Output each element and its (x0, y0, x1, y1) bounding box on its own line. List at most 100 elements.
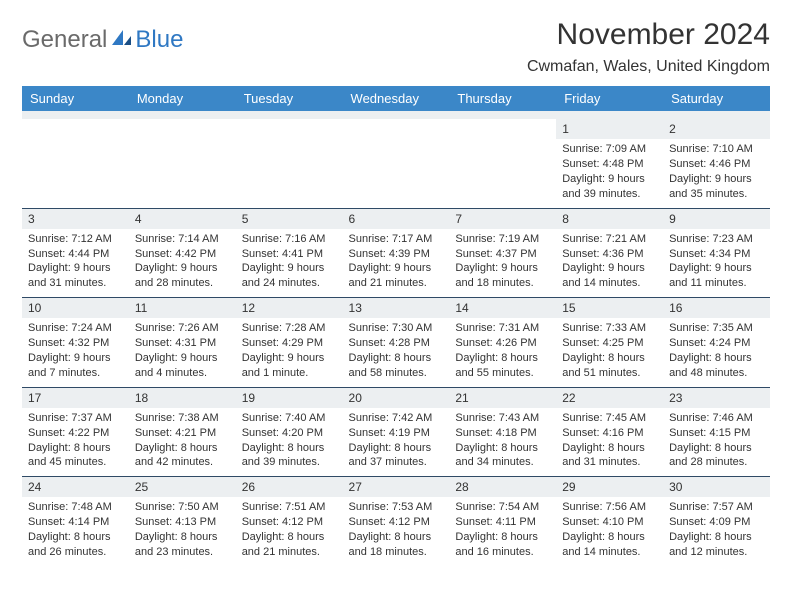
sunrise-text: Sunrise: 7:14 AM (135, 232, 230, 247)
day-number: 13 (343, 298, 450, 318)
sunset-text: Sunset: 4:22 PM (28, 426, 123, 441)
calendar-day: 5Sunrise: 7:16 AMSunset: 4:41 PMDaylight… (236, 209, 343, 298)
daylight-text: Daylight: 8 hours and 39 minutes. (242, 441, 337, 471)
sunrise-text: Sunrise: 7:50 AM (135, 500, 230, 515)
daylight-text: Daylight: 8 hours and 18 minutes. (349, 530, 444, 560)
day-number: 3 (22, 209, 129, 229)
daylight-text: Daylight: 9 hours and 11 minutes. (669, 261, 764, 291)
daylight-text: Daylight: 9 hours and 28 minutes. (135, 261, 230, 291)
day-number: 4 (129, 209, 236, 229)
sunset-text: Sunset: 4:12 PM (242, 515, 337, 530)
sunset-text: Sunset: 4:32 PM (28, 336, 123, 351)
sunrise-text: Sunrise: 7:57 AM (669, 500, 764, 515)
sunset-text: Sunset: 4:21 PM (135, 426, 230, 441)
sunset-text: Sunset: 4:42 PM (135, 247, 230, 262)
sunrise-text: Sunrise: 7:17 AM (349, 232, 444, 247)
location: Cwmafan, Wales, United Kingdom (527, 58, 770, 76)
day-number: 8 (556, 209, 663, 229)
sunrise-text: Sunrise: 7:54 AM (455, 500, 550, 515)
sunrise-text: Sunrise: 7:24 AM (28, 321, 123, 336)
daylight-text: Daylight: 8 hours and 51 minutes. (562, 351, 657, 381)
calendar-day: 20Sunrise: 7:42 AMSunset: 4:19 PMDayligh… (343, 388, 450, 477)
weekday-row: SundayMondayTuesdayWednesdayThursdayFrid… (22, 86, 770, 111)
daylight-text: Daylight: 9 hours and 7 minutes. (28, 351, 123, 381)
sunset-text: Sunset: 4:20 PM (242, 426, 337, 441)
header-band (22, 111, 770, 119)
calendar-week: 3Sunrise: 7:12 AMSunset: 4:44 PMDaylight… (22, 209, 770, 298)
day-number: 21 (449, 388, 556, 408)
sunset-text: Sunset: 4:12 PM (349, 515, 444, 530)
sunrise-text: Sunrise: 7:19 AM (455, 232, 550, 247)
day-number: 29 (556, 477, 663, 497)
daylight-text: Daylight: 8 hours and 48 minutes. (669, 351, 764, 381)
day-number: 23 (663, 388, 770, 408)
sunrise-text: Sunrise: 7:56 AM (562, 500, 657, 515)
sunrise-text: Sunrise: 7:16 AM (242, 232, 337, 247)
calendar-day: 15Sunrise: 7:33 AMSunset: 4:25 PMDayligh… (556, 298, 663, 387)
calendar-day: 30Sunrise: 7:57 AMSunset: 4:09 PMDayligh… (663, 477, 770, 566)
calendar-day: 17Sunrise: 7:37 AMSunset: 4:22 PMDayligh… (22, 388, 129, 477)
day-number: 19 (236, 388, 343, 408)
weekday-header: Tuesday (236, 86, 343, 111)
calendar-day: 14Sunrise: 7:31 AMSunset: 4:26 PMDayligh… (449, 298, 556, 387)
sunrise-text: Sunrise: 7:51 AM (242, 500, 337, 515)
sunrise-text: Sunrise: 7:38 AM (135, 411, 230, 426)
sunrise-text: Sunrise: 7:10 AM (669, 142, 764, 157)
calendar-week: 24Sunrise: 7:48 AMSunset: 4:14 PMDayligh… (22, 477, 770, 566)
day-number: 18 (129, 388, 236, 408)
calendar-day: 22Sunrise: 7:45 AMSunset: 4:16 PMDayligh… (556, 388, 663, 477)
sunrise-text: Sunrise: 7:40 AM (242, 411, 337, 426)
sunrise-text: Sunrise: 7:09 AM (562, 142, 657, 157)
calendar-day: 18Sunrise: 7:38 AMSunset: 4:21 PMDayligh… (129, 388, 236, 477)
day-number: 22 (556, 388, 663, 408)
weekday-header: Monday (129, 86, 236, 111)
daylight-text: Daylight: 8 hours and 12 minutes. (669, 530, 764, 560)
daylight-text: Daylight: 9 hours and 39 minutes. (562, 172, 657, 202)
daylight-text: Daylight: 8 hours and 55 minutes. (455, 351, 550, 381)
calendar-day-empty (22, 119, 129, 208)
sunset-text: Sunset: 4:11 PM (455, 515, 550, 530)
sunset-text: Sunset: 4:28 PM (349, 336, 444, 351)
day-number: 17 (22, 388, 129, 408)
calendar-day: 23Sunrise: 7:46 AMSunset: 4:15 PMDayligh… (663, 388, 770, 477)
title-block: November 2024 Cwmafan, Wales, United Kin… (527, 18, 770, 76)
day-number: 10 (22, 298, 129, 318)
month-title: November 2024 (527, 18, 770, 52)
calendar-body: 1Sunrise: 7:09 AMSunset: 4:48 PMDaylight… (22, 111, 770, 566)
daylight-text: Daylight: 9 hours and 14 minutes. (562, 261, 657, 291)
calendar-day-empty (343, 119, 450, 208)
calendar-day: 9Sunrise: 7:23 AMSunset: 4:34 PMDaylight… (663, 209, 770, 298)
sunset-text: Sunset: 4:24 PM (669, 336, 764, 351)
sunset-text: Sunset: 4:29 PM (242, 336, 337, 351)
sunset-text: Sunset: 4:39 PM (349, 247, 444, 262)
calendar-day: 12Sunrise: 7:28 AMSunset: 4:29 PMDayligh… (236, 298, 343, 387)
sunrise-text: Sunrise: 7:35 AM (669, 321, 764, 336)
day-number: 9 (663, 209, 770, 229)
sunrise-text: Sunrise: 7:43 AM (455, 411, 550, 426)
day-number: 7 (449, 209, 556, 229)
sunset-text: Sunset: 4:48 PM (562, 157, 657, 172)
sunrise-text: Sunrise: 7:53 AM (349, 500, 444, 515)
calendar-day: 29Sunrise: 7:56 AMSunset: 4:10 PMDayligh… (556, 477, 663, 566)
calendar-day: 24Sunrise: 7:48 AMSunset: 4:14 PMDayligh… (22, 477, 129, 566)
sunset-text: Sunset: 4:36 PM (562, 247, 657, 262)
day-number: 25 (129, 477, 236, 497)
calendar-day: 16Sunrise: 7:35 AMSunset: 4:24 PMDayligh… (663, 298, 770, 387)
calendar-week: 10Sunrise: 7:24 AMSunset: 4:32 PMDayligh… (22, 298, 770, 387)
weekday-header: Thursday (449, 86, 556, 111)
sunrise-text: Sunrise: 7:31 AM (455, 321, 550, 336)
sunset-text: Sunset: 4:10 PM (562, 515, 657, 530)
sunset-text: Sunset: 4:18 PM (455, 426, 550, 441)
calendar-head: SundayMondayTuesdayWednesdayThursdayFrid… (22, 86, 770, 111)
day-number: 24 (22, 477, 129, 497)
daylight-text: Daylight: 8 hours and 31 minutes. (562, 441, 657, 471)
weekday-header: Wednesday (343, 86, 450, 111)
sunset-text: Sunset: 4:26 PM (455, 336, 550, 351)
sunrise-text: Sunrise: 7:21 AM (562, 232, 657, 247)
daylight-text: Daylight: 9 hours and 1 minute. (242, 351, 337, 381)
calendar-day: 2Sunrise: 7:10 AMSunset: 4:46 PMDaylight… (663, 119, 770, 208)
daylight-text: Daylight: 8 hours and 37 minutes. (349, 441, 444, 471)
calendar-day: 1Sunrise: 7:09 AMSunset: 4:48 PMDaylight… (556, 119, 663, 208)
day-number: 27 (343, 477, 450, 497)
header: General Blue November 2024 Cwmafan, Wale… (22, 18, 770, 76)
